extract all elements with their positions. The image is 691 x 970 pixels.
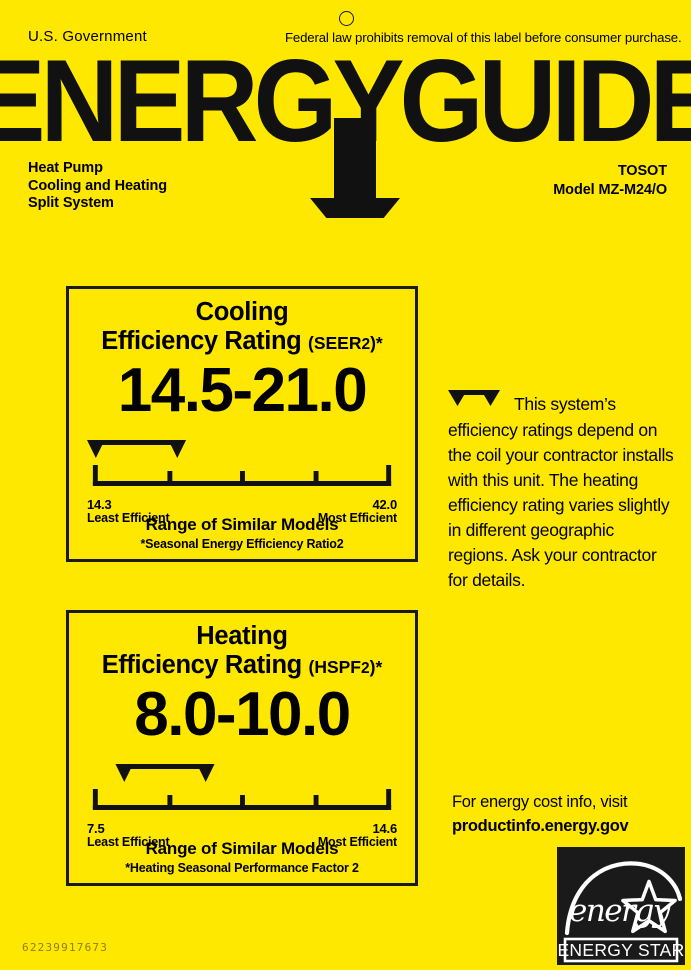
cooling-title: Cooling [195, 298, 289, 326]
model-number: Model MZ-M24/O [553, 182, 667, 198]
cooling-most-efficient: Most Efficient [317, 510, 397, 525]
product-description: Heat Pump Cooling and Heating Split Syst… [28, 160, 167, 213]
cooling-unit: (SEER2)* [308, 333, 383, 353]
heating-title: Heating [196, 622, 288, 650]
cooling-footnote-text: *Seasonal Energy Efficiency Ratio [140, 537, 337, 551]
heating-scale: 7.5 Least Efficient 14.6 Most Efficient [87, 761, 397, 852]
product-line-3: Split System [28, 195, 114, 211]
cost-info-line: For energy cost info, visit [452, 793, 628, 811]
energy-star-logo: energy ENERGY STAR [557, 847, 685, 965]
cooling-scale-labels: 14.3 Least Efficient 42.0 Most Efficient [87, 498, 397, 528]
heating-footnote-version: 2 [351, 861, 359, 875]
coil-disclaimer-note: This system’s efficiency ratings depend … [448, 389, 676, 593]
heating-rating-box: Heating Efficiency Rating (HSPF2)* 8.0-1… [66, 610, 418, 886]
manufacturer-name: TOSOT [617, 163, 667, 179]
cooling-min-value: 14.3 [87, 497, 112, 512]
cooling-footnote-version: 2 [336, 537, 344, 551]
heating-range-marker [115, 764, 215, 782]
heating-unit-open: (HSPF [308, 657, 362, 677]
cooling-range-label: Range of Similar Models [145, 515, 339, 534]
energy-gov-link[interactable]: productinfo.energy.gov [452, 817, 629, 835]
cooling-range-marker [87, 440, 187, 458]
heating-subtitle: Efficiency Rating (HSPF2)* [69, 650, 415, 684]
heating-least-efficient: Least Efficient [87, 834, 170, 849]
cost-info-block: For energy cost info, visit productinfo.… [452, 790, 687, 838]
heating-axis-line [92, 805, 392, 810]
cooling-unit-version: 2 [361, 336, 371, 353]
range-marker-icon [448, 389, 500, 415]
cooling-subtitle-text: Efficiency Rating [101, 327, 302, 355]
federal-law-notice: Federal law prohibits removal of this la… [285, 30, 682, 45]
heating-unit: (HSPF2)* [309, 657, 383, 677]
cooling-least-efficient: Least Efficient [87, 510, 170, 525]
heating-range-label: Range of Similar Models [145, 839, 339, 858]
heating-min-value: 7.5 [87, 821, 105, 836]
cooling-rating-box: Cooling Efficiency Rating (SEER2)* 14.5-… [66, 286, 418, 562]
cooling-footnote: *Seasonal Energy Efficiency Ratio2 [69, 537, 415, 551]
energy-script-text: energy [569, 893, 671, 929]
cooling-max-value: 42.0 [372, 497, 397, 512]
cooling-unit-open: (SEER [308, 333, 362, 353]
note-text: This system’s efficiency ratings depend … [448, 394, 674, 590]
serial-number: 62239917673 [22, 941, 109, 954]
heating-max-label: 14.6 Most Efficient [318, 822, 397, 849]
product-line-2: Cooling and Heating [28, 177, 168, 194]
brand-block: TOSOT Model MZ-M24/O [553, 162, 667, 200]
wordmark-text: ENERGYGUIDE [0, 48, 691, 166]
heating-scale-labels: 7.5 Least Efficient 14.6 Most Efficient [87, 822, 397, 852]
energyguide-wordmark: ENERGYGUIDE [0, 48, 691, 218]
heating-footnote: *Heating Seasonal Performance Factor 2 [69, 861, 415, 875]
cooling-max-label: 42.0 Most Efficient [318, 498, 397, 525]
cooling-subtitle: Efficiency Rating (SEER2)* [69, 326, 415, 360]
heating-unit-version: 2 [361, 660, 370, 677]
heating-most-efficient: Most Efficient [317, 834, 397, 849]
heating-min-label: 7.5 Least Efficient [87, 821, 170, 849]
heating-footnote-text: *Heating Seasonal Performance Factor [125, 861, 349, 875]
cooling-min-label: 14.3 Least Efficient [87, 497, 170, 525]
heating-unit-close: )* [369, 657, 383, 677]
cooling-value: 14.5-21.0 [117, 356, 368, 425]
us-government-text: U.S. Government [28, 28, 147, 45]
punch-hole-icon [339, 11, 354, 26]
energy-star-band-text: ENERGY STAR [557, 940, 684, 960]
heating-value: 8.0-10.0 [134, 680, 351, 749]
heating-max-value: 14.6 [372, 821, 397, 836]
heating-subtitle-text: Efficiency Rating [101, 651, 302, 679]
cooling-axis-line [92, 481, 392, 486]
cooling-unit-close: )* [370, 333, 383, 353]
cooling-scale: 14.3 Least Efficient 42.0 Most Efficient [87, 437, 397, 528]
product-line-1: Heat Pump [28, 160, 103, 176]
